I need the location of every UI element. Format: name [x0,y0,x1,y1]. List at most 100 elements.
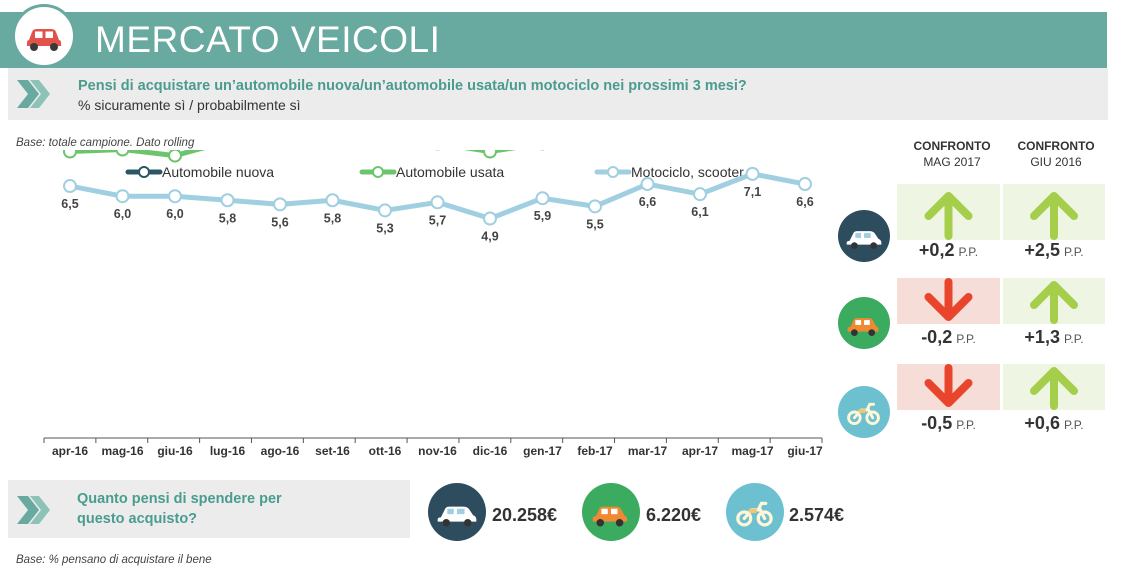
data-label: 5,9 [534,209,551,223]
data-label: 6,1 [691,205,708,219]
comparison-number: +2,5 [1024,240,1060,260]
legend-item: Motociclo, scooter [594,164,744,180]
data-point [483,150,497,159]
data-point [693,187,707,202]
series-line [69,150,517,159]
data-label: 5,3 [376,221,393,235]
data-point [535,191,550,206]
comparison-header-june: CONFRONTO GIU 2016 [1005,138,1107,170]
comparison-unit: P.P. [956,418,976,432]
legend-label: Automobile nuova [162,164,274,180]
comparison-number: +1,3 [1024,327,1060,347]
comparison-value: +1,3 P.P. [1003,327,1105,349]
row-divider [897,276,1105,277]
comparison-value: +0,6 P.P. [1003,413,1105,435]
data-label: 5,6 [271,215,288,229]
legend-label: Motociclo, scooter [631,164,744,180]
comparison-unit: P.P. [1063,245,1084,259]
trend-up-cell [1003,184,1105,240]
data-point [640,177,655,192]
x-tick-label: giu-16 [157,444,193,458]
data-point [745,166,760,181]
data-label: 6,5 [61,197,78,211]
x-tick-label: mag-17 [731,444,773,458]
comparison-value: -0,2 P.P. [897,327,1000,349]
x-tick-label: lug-16 [210,444,246,458]
data-label: 5,5 [586,217,603,231]
data-label: 4,9 [481,230,498,244]
x-tick-label: ott-16 [369,444,402,458]
data-point [325,193,340,208]
data-point [798,177,812,192]
data-point [115,189,130,204]
arrow-up-icon [924,192,973,240]
spend-question: Quanto pensi di spendere per questo acqu… [77,491,282,527]
page-title: MERCATO VEICOLI [95,19,441,60]
data-point [483,211,497,226]
row-divider [897,362,1105,363]
car-used-icon [838,297,890,349]
data-point [430,195,445,210]
data-point [63,179,77,194]
comparison-number: -0,5 [921,413,953,433]
data-label: 5,8 [219,211,236,225]
x-tick-label: set-16 [315,444,350,458]
car-new-icon [428,483,486,541]
legend-item: Automobile nuova [125,164,274,180]
base-note-bottom: Base: % pensano di acquistare il bene [16,554,212,566]
comparison-value: +2,5 P.P. [1003,240,1105,262]
legend-item: Automobile usata [359,164,504,180]
data-label: 5,7 [429,213,446,227]
double-chevron-icon [17,80,50,108]
comparison-value: -0,5 P.P. [897,413,1000,435]
data-point [273,197,287,212]
trend-up-cell [1003,278,1105,324]
data-label: 6,0 [114,207,131,221]
x-tick-label: mag-16 [101,444,143,458]
data-point [378,203,392,218]
data-label: 6,6 [796,195,813,209]
trend-up-cell [897,184,1000,240]
data-point [220,193,235,208]
data-label: 6,6 [639,195,656,209]
data-point [168,150,182,163]
spend-value: 6.220€ [646,505,702,525]
data-point [168,189,182,204]
comparison-header-may: CONFRONTO MAG 2017 [902,138,1002,170]
comparison-unit: P.P. [1063,332,1084,346]
comparison-unit: P.P. [958,245,979,259]
x-tick-label: mar-17 [628,444,668,458]
x-tick-label: nov-16 [418,444,457,458]
scooter-icon [838,386,890,438]
comparison-unit: P.P. [1063,418,1084,432]
question-subtitle: % sicuramente sì / probabilmente sì [78,97,301,113]
trend-up-cell [1003,364,1105,410]
x-tick-label: apr-17 [682,444,718,458]
arrow-down-icon [924,364,973,407]
x-tick-label: feb-17 [577,444,613,458]
arrow-up-icon [1030,367,1078,410]
scooter-icon [726,483,784,541]
comparison-unit: P.P. [956,332,976,346]
x-tick-label: giu-17 [787,444,823,458]
comparison-header-label: CONFRONTO [1017,139,1095,153]
x-tick-label: gen-17 [523,444,562,458]
legend-label: Automobile usata [396,164,504,180]
data-label: 6,0 [166,207,183,221]
x-tick-label: apr-16 [52,444,88,458]
car-logo-icon [12,4,76,68]
double-chevron-icon [17,496,50,524]
x-tick-label: ago-16 [261,444,300,458]
comparison-number: +0,6 [1024,413,1060,433]
data-label: 5,8 [324,211,341,225]
line-chart: Automobile nuova Automobile usata Motocicl… [43,150,823,458]
base-note-top: Base: totale campione. Dato rolling [16,137,195,149]
trend-down-cell [897,278,1000,324]
header-bar [0,12,1107,68]
spend-value: 2.574€ [789,505,845,525]
car-used-icon [582,483,640,541]
car-new-icon [838,210,890,262]
comparison-header-label: CONFRONTO [913,139,991,153]
arrow-up-icon [1030,192,1078,240]
data-point [115,150,130,157]
